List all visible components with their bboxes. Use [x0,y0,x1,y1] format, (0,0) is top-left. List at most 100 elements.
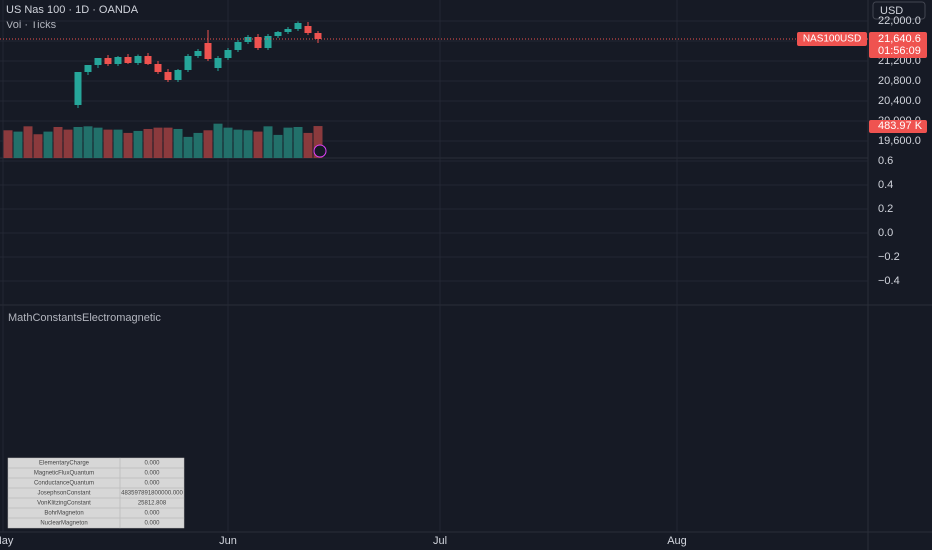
candle-body [144,56,152,64]
table-key: JosephsonConstant [37,491,90,497]
candle-body [254,37,262,48]
table-value: 0.000 [144,511,160,517]
candle-body [74,72,82,105]
candle-body [264,36,272,48]
volume-label: 483.97 K [878,120,923,132]
y-tick-label: 19,600.0 [878,135,921,147]
volume-bar [153,127,163,158]
currency-button[interactable] [872,1,926,20]
table-value: 0.000 [144,471,160,477]
volume-bar [253,131,263,158]
candle-body [94,58,102,65]
y-tick-label: 0.4 [878,179,893,191]
volume-bar [33,134,43,158]
candle-body [304,26,312,33]
candle-body [294,23,302,29]
volume-bar [133,130,143,158]
volume-bar [143,128,153,158]
volume-bar [73,126,83,158]
volume-bar [213,123,223,158]
time-label: Jun [219,535,237,547]
table-value: 0.000 [144,461,160,467]
indicator-title: Vol · Ticks [6,19,57,31]
volume-bar [23,126,33,158]
symbol-title: US Nas 100 · 1D · OANDA [6,4,139,16]
volume-bar [273,134,283,158]
volume-bar [173,128,183,158]
table-key: NuclearMagneton [40,521,87,527]
candle-body [164,72,172,80]
y-tick-label: 20,400.0 [878,95,921,107]
volume-bar [183,136,193,158]
candle-body [234,42,242,50]
table-value: 0.000 [144,521,160,527]
time-label: Jul [433,535,447,547]
last-price-bg [869,31,927,58]
last-price-label: 21,640.6 [878,33,921,45]
volume-bar [3,130,13,158]
candle-body [174,70,182,80]
table-value: 483597891800000.000 [121,491,183,497]
constants-table: ElementaryCharge 0.000 MagneticFluxQuantum… [7,457,185,529]
candle-body [134,56,142,63]
volume-bar [53,126,63,158]
volume-bar [243,130,253,158]
volume-bar [43,131,53,158]
panel-title: MathConstantsElectromagnetic [8,312,161,324]
y-tick-label: 22,000.0 [878,15,921,27]
table-key: VonKlitzingConstant [37,501,91,507]
table-value: 25812.808 [138,501,167,507]
volume-bar [193,132,203,158]
table-key: BohrMagneton [44,511,83,517]
y-tick-label: 0.2 [878,203,893,215]
table-bg [8,458,184,528]
candle-body [154,64,162,72]
volume-bar [13,131,23,158]
table-value: 0.000 [144,481,160,487]
volume-bar [283,127,293,158]
volume-bar [223,127,233,158]
y-tick-label: −0.4 [878,275,900,287]
volume-bar [263,126,273,158]
candle-body [124,57,132,63]
symbol-tag: NAS100USD [803,34,861,45]
volume-bar [103,129,113,158]
volume-bar [163,127,173,158]
candle-body [314,33,322,39]
y-tick-label: −0.2 [878,251,900,263]
alert-icon[interactable] [313,144,327,158]
table-cell [119,517,185,529]
volume-bar [303,132,313,158]
currency-label[interactable]: USD [880,5,903,17]
symbol-tag-bg [797,31,867,46]
table-key: MagneticFluxQuantum [34,471,94,477]
candle-body [274,32,282,36]
volume-label-bg [869,120,927,134]
table-key: ConductanceQuantum [34,481,94,487]
candle-body [104,58,112,64]
time-label: May [0,535,14,547]
candle-body [194,51,202,56]
candle-body [284,29,292,32]
table-key: ElementaryCharge [39,461,90,467]
candle-body [214,58,222,68]
volume-bar [83,126,93,158]
candle-body [244,37,252,42]
time-label: Aug [667,535,687,547]
volume-bar [123,132,133,158]
volume-bar [293,126,303,158]
countdown: 01:56:09 [878,45,921,57]
candle-body [84,65,92,72]
y-tick-label: 20,800.0 [878,75,921,87]
candle-body [224,50,232,58]
candle-body [114,57,122,64]
y-tick-label: 0.6 [878,155,893,167]
volume-bar [203,130,213,158]
volume-bar [313,126,323,158]
y-tick-label: 0.0 [878,227,893,239]
volume-bar [113,129,123,158]
candle-body [184,56,192,70]
volume-bar [63,129,73,158]
